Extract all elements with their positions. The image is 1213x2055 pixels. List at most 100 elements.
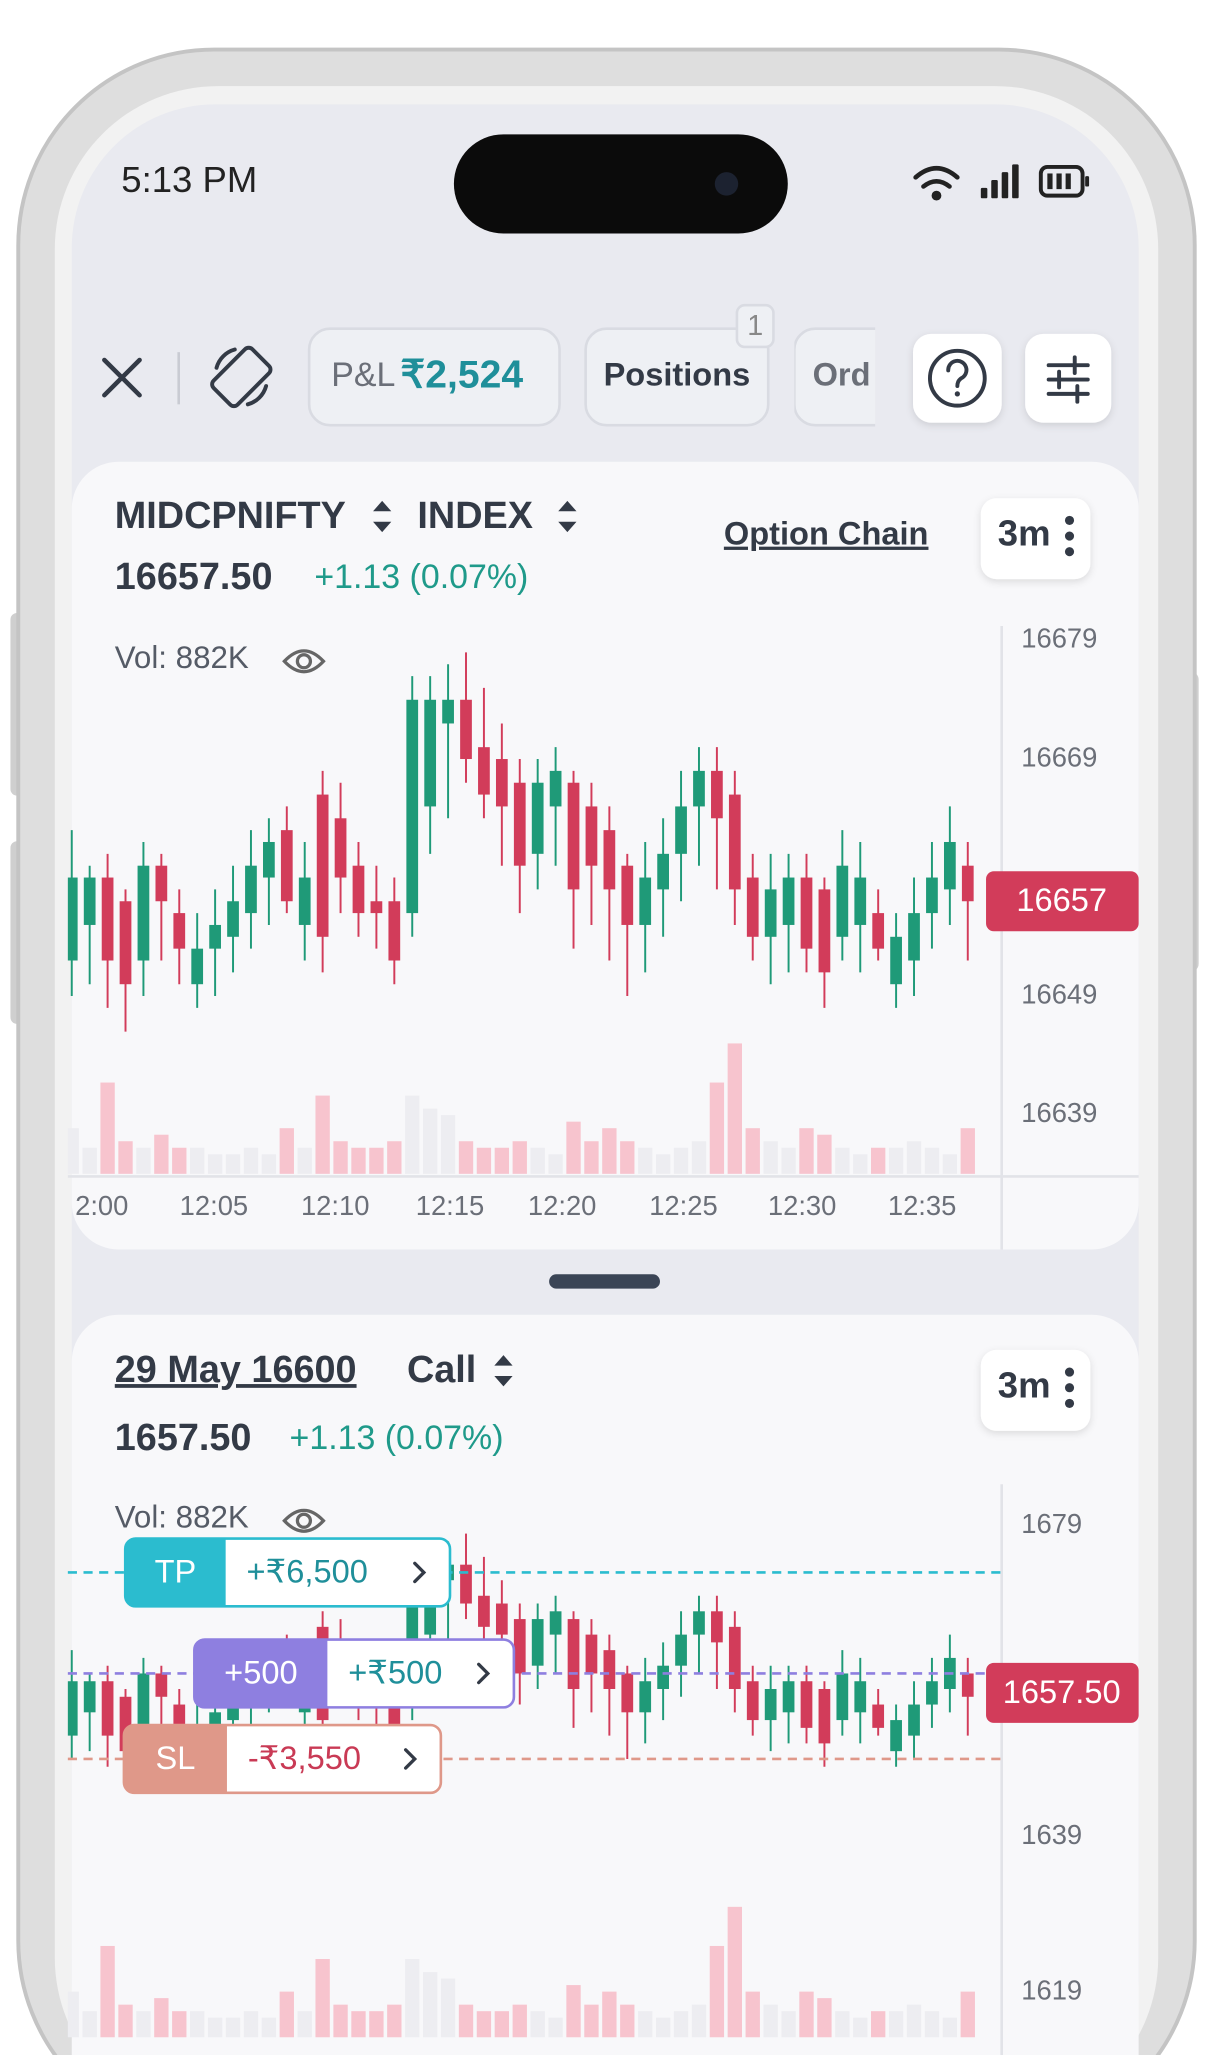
- symbol[interactable]: MIDCPNIFTY: [115, 495, 346, 537]
- rotate-button[interactable]: [210, 345, 273, 409]
- volume-bar: [422, 1972, 438, 2038]
- candle-body: [961, 1673, 974, 1697]
- candle-body: [460, 1564, 472, 1604]
- volume-bar: [584, 2004, 599, 2038]
- volume-bar: [871, 1147, 886, 1174]
- volume-bar: [315, 1095, 330, 1174]
- eye-icon[interactable]: [282, 649, 326, 674]
- candle-body: [675, 1634, 687, 1666]
- candle-body: [926, 1681, 938, 1705]
- candle-body: [657, 1665, 670, 1690]
- volume-bar: [602, 1128, 617, 1174]
- candle-body: [782, 877, 795, 925]
- volume-bar: [691, 1141, 707, 1174]
- contract[interactable]: 29 May 16600: [115, 1349, 357, 1391]
- pnl-pill[interactable]: [307, 327, 561, 427]
- candle-body: [549, 1611, 562, 1635]
- x-tick-label: 12:05: [180, 1190, 249, 1221]
- candle-body: [926, 877, 938, 914]
- volume-bar: [387, 2004, 402, 2038]
- candle-body: [764, 889, 777, 937]
- positions-label: Positions: [604, 356, 751, 393]
- volume-bar: [817, 1134, 832, 1174]
- volume-bar: [279, 1128, 294, 1174]
- candle-body: [513, 782, 526, 866]
- interval-button[interactable]: [980, 498, 1091, 580]
- order-pnl: +₹6,500: [247, 1552, 368, 1589]
- candle-body: [280, 830, 293, 902]
- close-button[interactable]: [102, 357, 142, 398]
- candle-body: [639, 1681, 652, 1713]
- candle-body: [119, 1696, 132, 1752]
- order-pnl: -₹3,550: [248, 1739, 361, 1776]
- candle-body: [334, 818, 347, 878]
- eye-icon[interactable]: [282, 1508, 326, 1533]
- candle-body: [890, 936, 902, 985]
- x-tick-label: 12:10: [301, 1190, 370, 1221]
- positions-pill[interactable]: [584, 327, 770, 427]
- candle-body: [173, 913, 186, 949]
- volume-bar: [243, 2011, 259, 2038]
- price: 1657.50: [115, 1417, 252, 1459]
- volume-bar: [548, 1154, 563, 1174]
- candle-body: [585, 1634, 598, 1674]
- candle-body: [872, 913, 885, 949]
- order-layer: TP +₹6,500 +500 +₹500 SL -₹3,550: [67, 1537, 1002, 1795]
- volume-bar: [422, 1108, 438, 1174]
- candle-body: [263, 841, 275, 878]
- volume-bar: [566, 1121, 581, 1174]
- volume-bar: [440, 1978, 456, 2038]
- plot-area: [67, 652, 975, 1174]
- last-price-tag: [986, 1662, 1139, 1723]
- candle-body: [908, 913, 920, 961]
- candle-body: [531, 1619, 544, 1666]
- option-type[interactable]: Call: [407, 1349, 476, 1391]
- volume-bar: [853, 1154, 868, 1174]
- volume-bar: [207, 1154, 223, 1174]
- candle-body: [800, 1681, 813, 1728]
- candle-body: [388, 901, 401, 961]
- option-chain-link[interactable]: Option Chain: [724, 515, 929, 552]
- volume-bar: [530, 1147, 545, 1174]
- orders-pill[interactable]: [794, 327, 951, 427]
- candle-body: [513, 1619, 526, 1674]
- x-tick-label: 12:30: [768, 1190, 837, 1221]
- resize-handle[interactable]: [549, 1274, 660, 1289]
- volume-bar: [67, 1991, 79, 2038]
- volume-bar: [584, 1141, 599, 1174]
- y-tick-label: 1639: [1021, 1819, 1082, 1850]
- volume-bar: [333, 1141, 348, 1174]
- candle-body: [209, 924, 221, 949]
- volume-bar: [924, 1147, 940, 1174]
- candle-body: [657, 853, 670, 890]
- help-icon-dot: [954, 391, 960, 397]
- candle-body: [567, 1619, 580, 1690]
- candle-body: [549, 770, 562, 807]
- candle-body: [585, 806, 598, 866]
- help-button[interactable]: [913, 333, 1002, 423]
- orders-pill-group: Ord: [794, 327, 951, 427]
- volume-bar: [136, 2011, 151, 2038]
- volume-bar: [82, 2011, 97, 2038]
- interval-button[interactable]: [980, 1349, 1091, 1431]
- volume-bar: [673, 2011, 689, 2038]
- settings-icon: [1046, 355, 1090, 404]
- volume-bar: [512, 2004, 527, 2038]
- volume-bar: [172, 1147, 187, 1174]
- sort-icon: [558, 500, 577, 533]
- positions-badge: 1: [747, 310, 763, 342]
- candle-body: [478, 747, 490, 795]
- pnl-label: P&L: [331, 356, 395, 394]
- volume-bar: [261, 2017, 277, 2038]
- volume-bar: [799, 1128, 814, 1174]
- volume-bar: [440, 1115, 456, 1174]
- positions-badge-box: [735, 303, 775, 349]
- candle-body: [818, 889, 831, 973]
- candle-body: [621, 1673, 634, 1713]
- volume-bar: [118, 2004, 133, 2038]
- segment[interactable]: INDEX: [417, 495, 533, 537]
- price-change: +1.13 (0.07%): [314, 558, 528, 596]
- volume-bar: [243, 1147, 259, 1174]
